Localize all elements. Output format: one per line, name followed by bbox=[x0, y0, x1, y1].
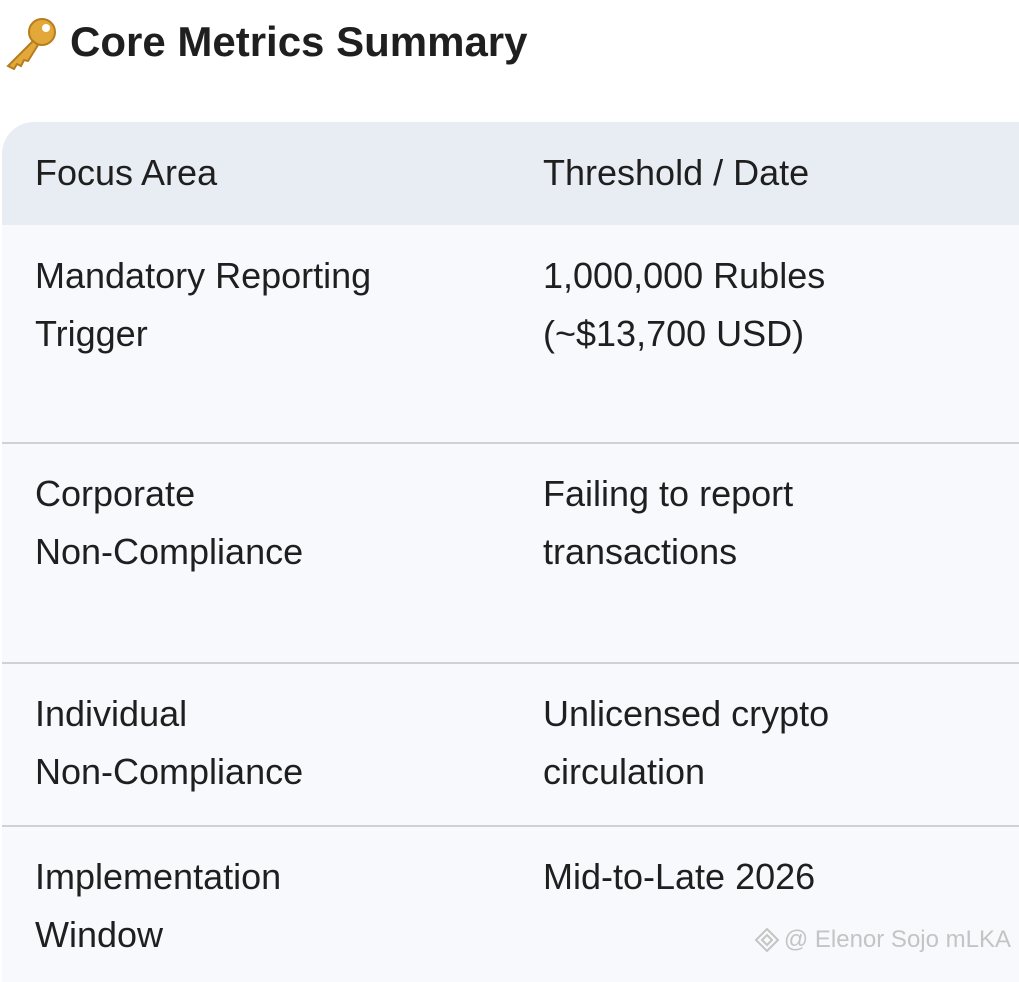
cell-text: 1,000,000 Rubles bbox=[543, 255, 826, 296]
row-separator bbox=[2, 662, 1019, 664]
cell-text: circulation bbox=[543, 751, 706, 792]
table-header bbox=[2, 122, 1019, 225]
cell-text: Unlicensed crypto bbox=[543, 693, 830, 734]
watermark-icon bbox=[754, 927, 780, 953]
row-separator bbox=[2, 825, 1019, 827]
row-separator bbox=[2, 442, 1019, 444]
cell-text: Trigger bbox=[35, 313, 148, 354]
cell-text: Non-Compliance bbox=[35, 531, 304, 572]
cell-text: Mid-to-Late 2026 bbox=[543, 856, 816, 897]
cell-text: Non-Compliance bbox=[35, 751, 304, 792]
cell-text: Individual bbox=[35, 693, 188, 734]
cell-text: Corporate bbox=[35, 473, 196, 514]
watermark-text: @ Elenor Sojo mLKA bbox=[783, 926, 1011, 953]
cell-text: Failing to report bbox=[543, 473, 794, 514]
cell-text: Window bbox=[35, 914, 164, 955]
cell-text: Implementation bbox=[35, 856, 282, 897]
title: Core Metrics Summary bbox=[70, 18, 528, 65]
watermark: @ Elenor Sojo mLKA bbox=[754, 926, 1011, 954]
column-header: Focus Area bbox=[35, 152, 218, 193]
key-icon bbox=[6, 18, 56, 70]
column-header: Threshold / Date bbox=[543, 152, 810, 193]
table: Focus Area Threshold / Date Mandatory Repo… bbox=[2, 122, 1019, 982]
cell-text: Mandatory Reporting bbox=[35, 255, 372, 296]
cell-text: (~$13,700 USD) bbox=[543, 313, 805, 354]
cell-text: transactions bbox=[543, 531, 738, 572]
